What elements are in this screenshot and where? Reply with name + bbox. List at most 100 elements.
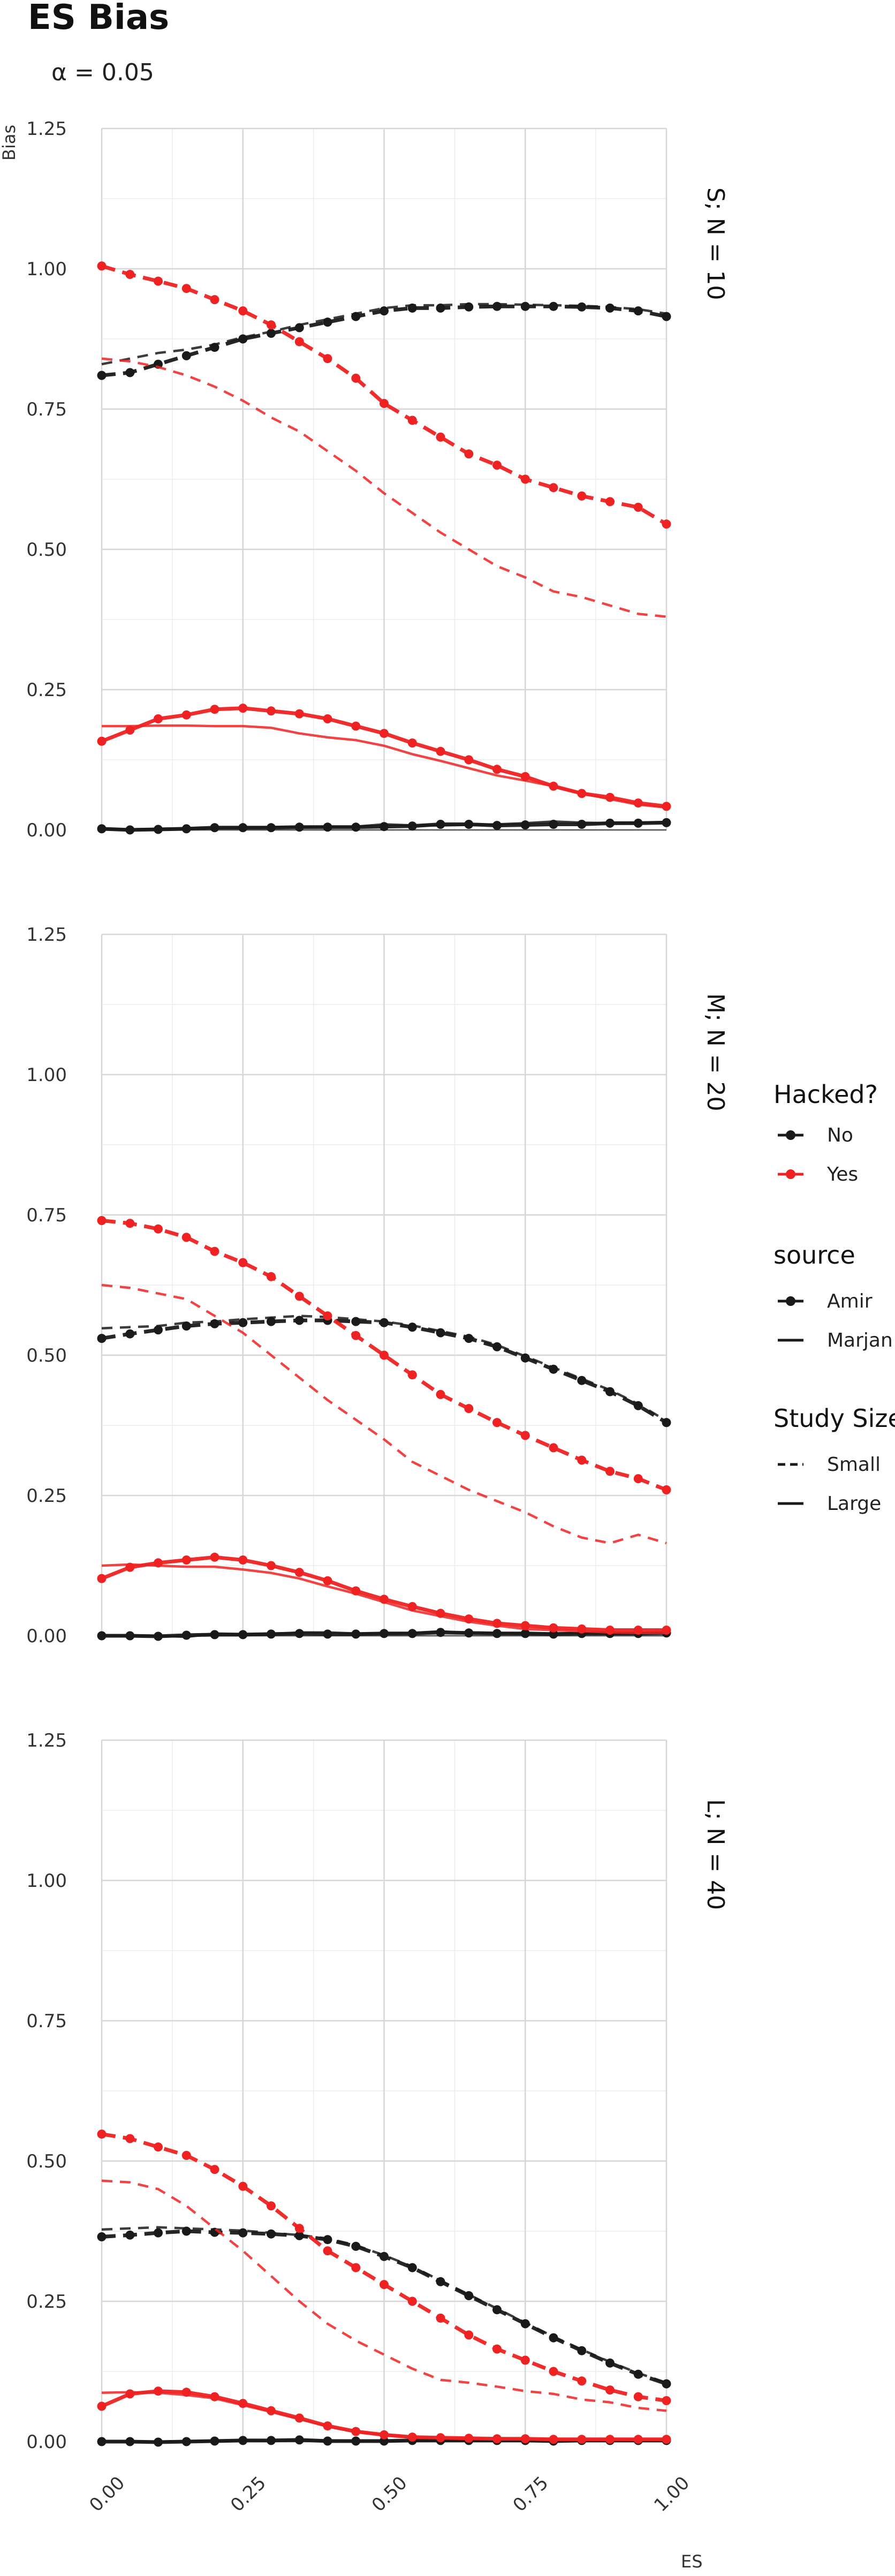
- data-point: [380, 306, 389, 316]
- data-point: [267, 1561, 276, 1570]
- data-point: [210, 295, 219, 305]
- data-point: [125, 270, 135, 279]
- data-point: [97, 2401, 107, 2411]
- data-point: [294, 1568, 304, 1577]
- legend-title-hacked: Hacked?: [773, 1080, 878, 1109]
- series-line-yes-amir-small: [101, 264, 668, 526]
- series-line-no-marjan-large: [101, 1630, 667, 1638]
- data-point: [294, 1291, 304, 1301]
- x-tick-label: 0.00: [85, 2472, 129, 2516]
- data-point: [323, 1576, 332, 1585]
- legend-key-point: [786, 1296, 795, 1306]
- data-point: [492, 2344, 502, 2354]
- facet-label: S; N = 10: [702, 187, 729, 300]
- legend-label-size-large: Large: [827, 1493, 881, 1515]
- legend-label-source-amir: Amir: [827, 1290, 873, 1312]
- y-tick-label: 0.00: [26, 820, 67, 841]
- data-point: [210, 2165, 219, 2174]
- data-point: [97, 261, 107, 271]
- chart-subtitle: α = 0.05: [51, 59, 154, 86]
- data-point: [520, 1431, 530, 1440]
- x-tick-label: 0.75: [509, 2472, 553, 2516]
- data-point: [520, 2355, 530, 2365]
- legend-title-source: source: [773, 1241, 855, 1270]
- x-tick-label: 0.50: [368, 2472, 412, 2516]
- y-axis-label: Bias: [0, 125, 19, 161]
- data-point: [294, 2224, 304, 2233]
- data-point: [605, 497, 615, 507]
- data-point: [492, 765, 502, 774]
- x-tick-label: 1.00: [650, 2472, 694, 2516]
- data-point: [464, 755, 474, 765]
- data-point: [154, 714, 163, 723]
- data-point: [97, 736, 107, 746]
- y-tick-label: 0.50: [26, 2151, 67, 2172]
- data-point: [154, 2228, 163, 2238]
- facet-panels: 0.00 0.25 0.50 0.75 1.00 1.25 S; N = 10 0.00 0.2…: [26, 118, 729, 2516]
- facet-label: M; N = 20: [702, 993, 729, 1112]
- y-tick-label: 1.25: [26, 924, 67, 946]
- series-line-yes-marjan-small: [101, 357, 667, 618]
- data-point: [605, 1467, 615, 1476]
- data-point: [267, 706, 276, 716]
- data-point: [267, 1317, 276, 1326]
- data-point: [125, 368, 135, 377]
- data-point: [633, 2392, 643, 2401]
- data-point: [436, 746, 445, 756]
- data-point: [577, 820, 587, 829]
- data-point: [380, 729, 389, 738]
- data-point: [605, 2385, 615, 2395]
- data-point: [125, 1219, 135, 1228]
- y-tick-label: 0.50: [26, 1345, 67, 1366]
- data-point: [294, 2231, 304, 2240]
- data-point: [464, 2330, 474, 2340]
- data-point: [464, 449, 474, 459]
- panel-1: 0.00 0.25 0.50 0.75 1.00 1.25 S; N = 10: [26, 118, 729, 841]
- data-point: [238, 704, 248, 713]
- data-point: [351, 2263, 361, 2272]
- data-point: [436, 432, 445, 442]
- data-point: [154, 276, 163, 286]
- data-point: [125, 726, 135, 735]
- data-point: [436, 1389, 445, 1399]
- y-tick-label: 0.50: [26, 539, 67, 561]
- y-tick-label: 0.75: [26, 399, 67, 420]
- data-point: [210, 1247, 219, 1256]
- data-point: [633, 1474, 643, 1484]
- data-point: [210, 705, 219, 714]
- y-tick-label: 0.00: [26, 1626, 67, 1647]
- data-point: [351, 721, 361, 731]
- data-point: [549, 2367, 558, 2376]
- data-point: [351, 373, 361, 383]
- data-point: [520, 820, 530, 830]
- y-tick-label: 1.25: [26, 118, 67, 140]
- series-line-yes-amir-small: [101, 1219, 668, 1492]
- data-point: [464, 1404, 474, 1414]
- data-point: [577, 1376, 587, 1385]
- data-point: [577, 1455, 587, 1465]
- data-point: [125, 2389, 135, 2399]
- data-point: [407, 2297, 417, 2306]
- data-point: [181, 1555, 191, 1565]
- data-point: [210, 1552, 219, 1562]
- data-point: [492, 1342, 502, 1351]
- data-point: [323, 714, 332, 723]
- y-tick-label: 1.00: [26, 259, 67, 280]
- data-point: [238, 2181, 248, 2191]
- y-tick-label: 0.25: [26, 679, 67, 701]
- legend-label-hacked-yes: Yes: [826, 1164, 858, 1185]
- data-point: [323, 1629, 332, 1639]
- data-point: [380, 399, 389, 408]
- y-tick-label: 1.00: [26, 1870, 67, 1892]
- data-point: [181, 284, 191, 293]
- data-point: [294, 337, 304, 346]
- data-point: [97, 2232, 107, 2241]
- data-point: [380, 1350, 389, 1360]
- data-point: [181, 1630, 191, 1640]
- series-line-no-marjan-small: [101, 2226, 667, 2384]
- data-point: [97, 2129, 107, 2139]
- panel-2: 0.00 0.25 0.50 0.75 1.00 1.25 M; N = 20: [26, 924, 729, 1647]
- data-point: [407, 738, 417, 748]
- data-point: [323, 1311, 332, 1321]
